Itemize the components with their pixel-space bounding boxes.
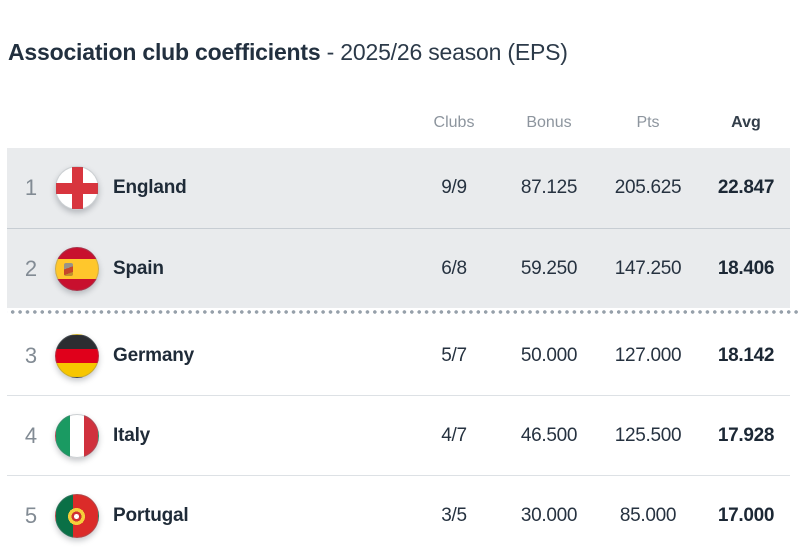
bonus-value: 46.500 [520, 424, 578, 446]
bonus-value: 59.250 [520, 257, 578, 279]
table-row-portugal[interactable]: 5 Portugal 3/5 30.000 85.000 17.000 [7, 476, 790, 556]
england-flag-icon [55, 166, 99, 210]
country-name: England [113, 177, 187, 198]
header-col-clubs: Clubs [433, 114, 475, 131]
country-name: Germany [113, 344, 194, 366]
clubs-value: 4/7 [441, 424, 467, 446]
avg-value: 18.406 [717, 257, 775, 279]
page-title-season: - 2025/26 season (EPS) [326, 39, 568, 65]
page-title: Association club coefficients - 2025/26 … [0, 0, 800, 66]
rank-value: 4 [24, 422, 38, 448]
rank-value: 1 [24, 175, 38, 200]
table-row-germany[interactable]: 3 Germany 5/7 50.000 127.000 18.142 [7, 316, 790, 396]
pts-value: 85.000 [619, 505, 677, 526]
table-row-italy[interactable]: 4 Italy 4/7 46.500 125.500 17.928 [7, 396, 790, 476]
bonus-value: 87.125 [520, 177, 578, 198]
portugal-armillary-icon [67, 507, 86, 526]
table-row-england[interactable]: 1 England 9/9 87.125 205.625 22.847 [7, 148, 790, 228]
avg-value: 18.142 [717, 344, 775, 366]
avg-value: 22.847 [717, 177, 775, 198]
clubs-value: 9/9 [441, 177, 467, 198]
page-title-main: Association club coefficients [8, 39, 321, 65]
portugal-flag-icon [55, 494, 99, 538]
avg-value: 17.928 [717, 424, 775, 446]
rank-value: 3 [24, 342, 38, 368]
rank-value: 2 [24, 255, 38, 281]
country-name: Italy [113, 424, 151, 446]
pts-value: 127.000 [614, 344, 682, 366]
clubs-value: 6/8 [441, 257, 467, 279]
country-name: Spain [113, 257, 164, 279]
bonus-value: 50.000 [520, 344, 578, 366]
table-row-spain[interactable]: 2 Spain 6/8 59.250 147.250 18.406 [7, 228, 790, 308]
spain-crest-icon [64, 262, 73, 276]
qualification-cutoff-separator [7, 308, 799, 316]
country-name: Portugal [113, 505, 189, 526]
italy-flag-icon [55, 413, 99, 458]
table-header: Clubs Bonus Pts Avg [7, 66, 790, 148]
bonus-value: 30.000 [520, 505, 578, 526]
germany-flag-icon [55, 333, 99, 378]
rank-value: 5 [24, 503, 38, 528]
spain-flag-icon [55, 246, 99, 291]
pts-value: 125.500 [614, 424, 682, 446]
clubs-value: 5/7 [441, 344, 467, 366]
header-col-pts: Pts [636, 114, 660, 131]
header-col-avg: Avg [731, 114, 761, 131]
header-col-bonus: Bonus [526, 114, 572, 131]
clubs-value: 3/5 [441, 505, 467, 526]
coefficients-table: Clubs Bonus Pts Avg 1 England 9/9 87.125… [7, 66, 799, 556]
pts-value: 147.250 [614, 257, 682, 279]
avg-value: 17.000 [717, 505, 775, 526]
pts-value: 205.625 [614, 177, 682, 198]
